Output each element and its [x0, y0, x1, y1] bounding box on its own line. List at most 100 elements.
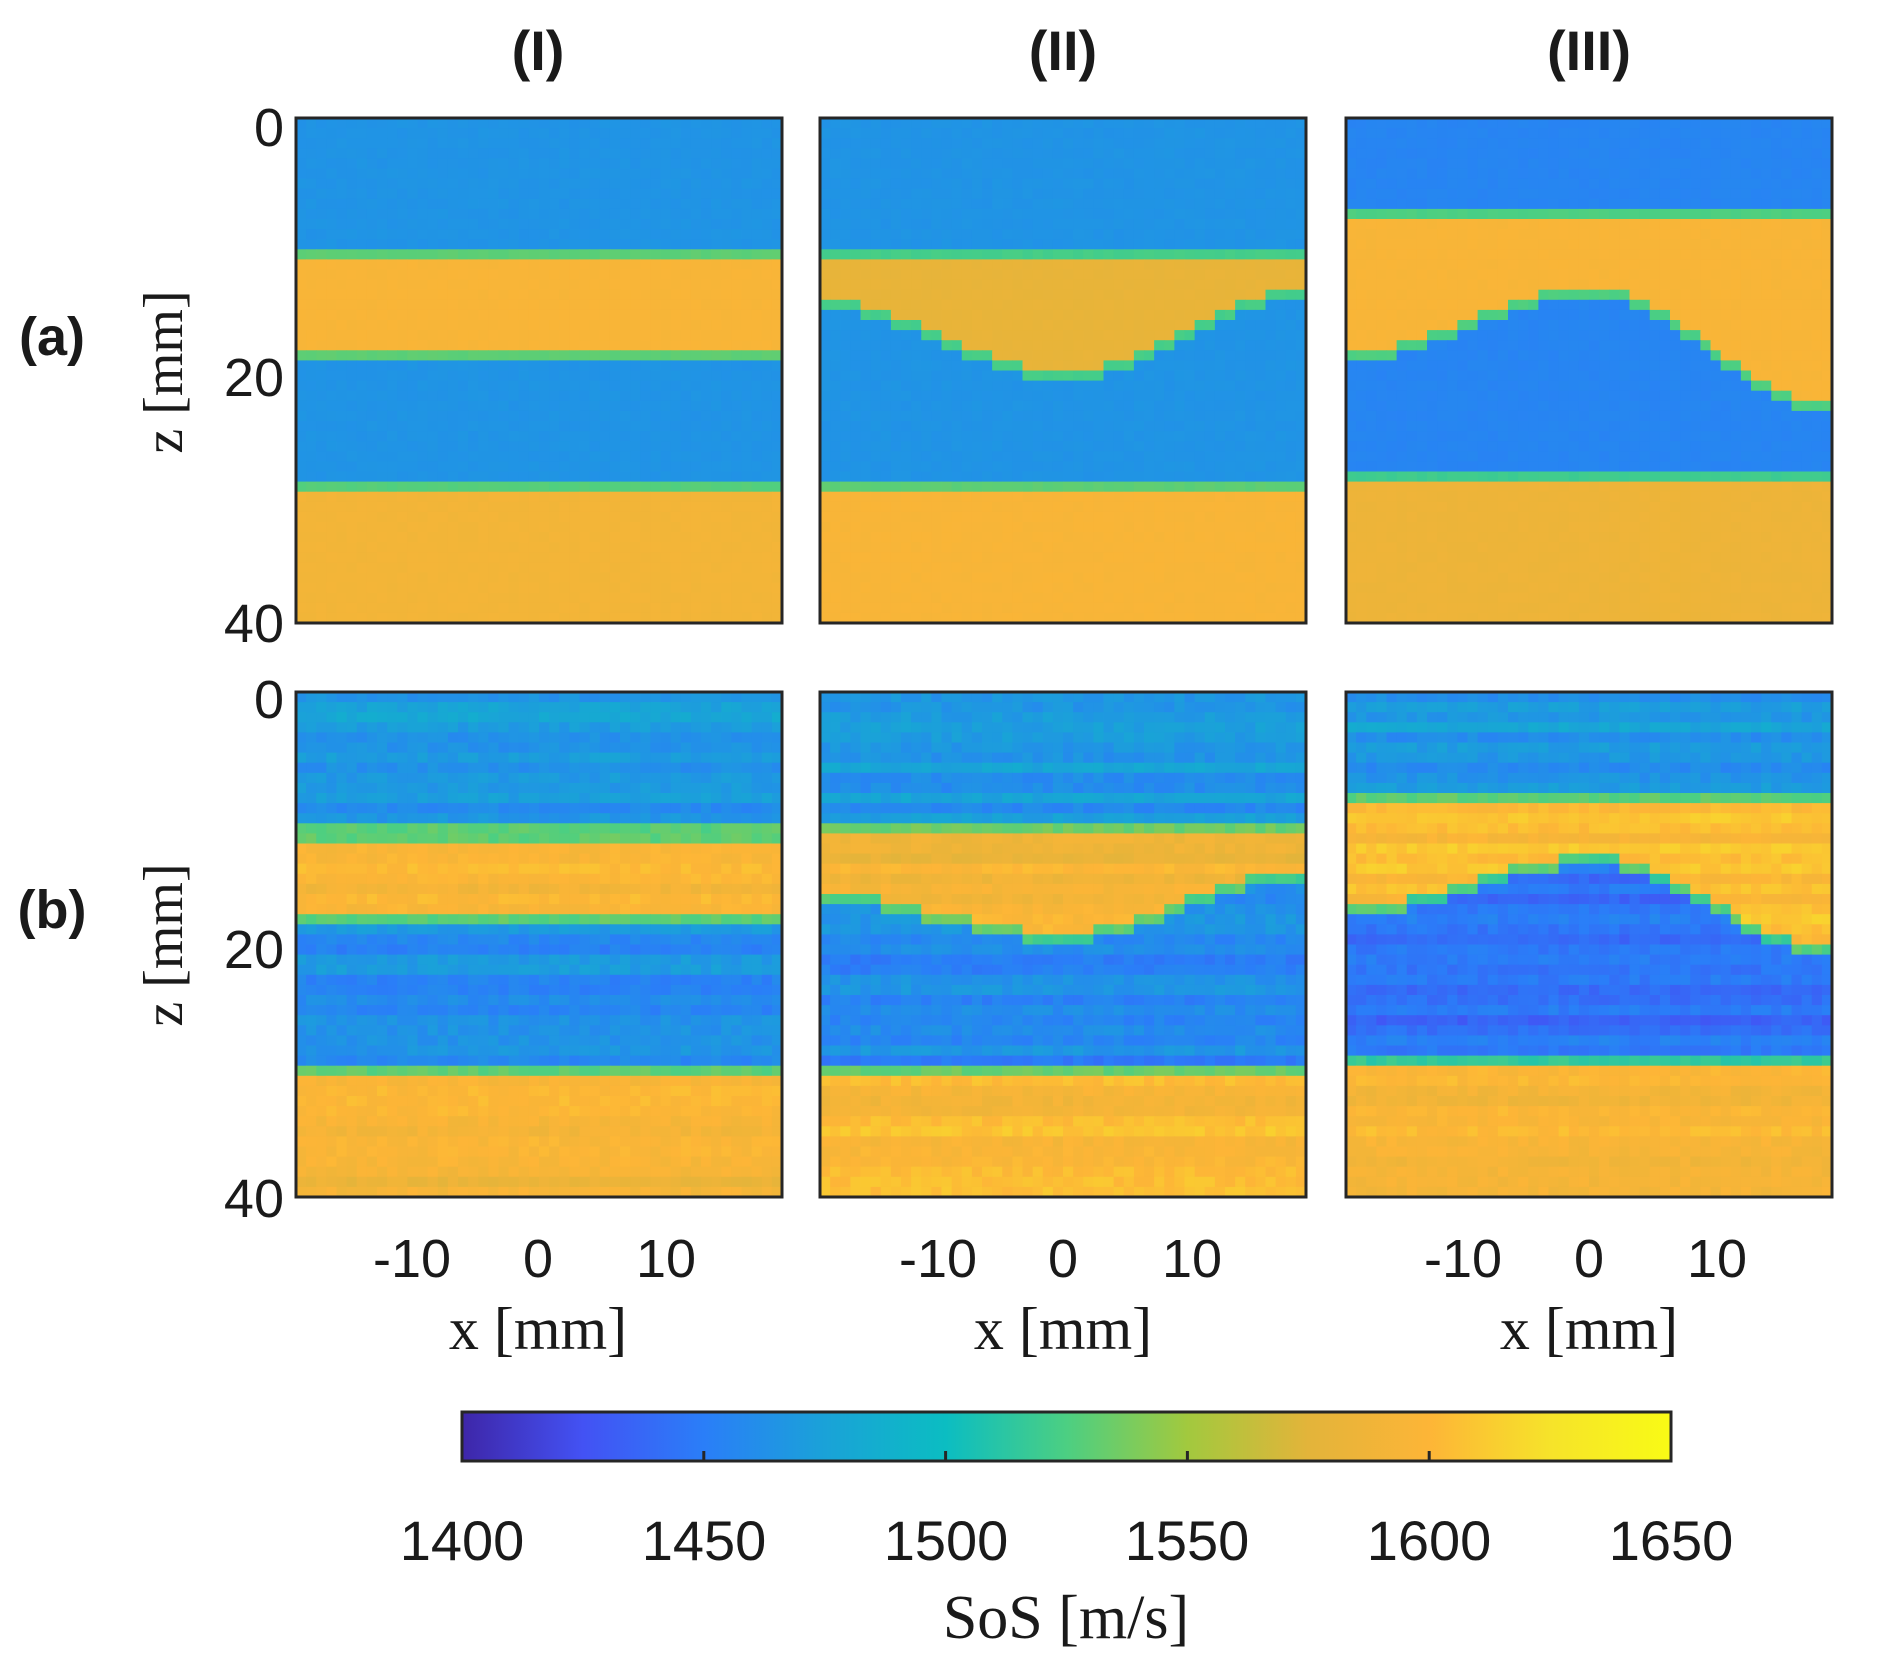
heatmap-cell: [1154, 148, 1165, 159]
heatmap-cell: [1174, 522, 1186, 533]
heatmap-cell: [1002, 441, 1013, 452]
heatmap-cell: [761, 572, 773, 584]
heatmap-cell: [326, 451, 338, 462]
heatmap-cell: [1255, 198, 1267, 210]
heatmap-cell: [1225, 188, 1236, 200]
heatmap-cell: [711, 542, 722, 553]
heatmap-cell: [1103, 138, 1115, 149]
heatmap-cell: [569, 188, 581, 200]
heatmap-cell: [458, 229, 469, 240]
heatmap-cell: [1083, 542, 1094, 553]
heatmap-cell: [1133, 198, 1145, 210]
heatmap-cell: [528, 592, 540, 604]
heatmap-cell: [569, 178, 581, 190]
heatmap-cell: [1447, 128, 1458, 139]
heatmap-cell: [447, 380, 459, 392]
heatmap-cell: [992, 350, 1003, 361]
heatmap-cell: [356, 491, 368, 503]
heatmap-cell: [296, 168, 307, 180]
heatmap-cell: [660, 602, 672, 614]
heatmap-cell: [921, 309, 932, 321]
heatmap-cell: [1073, 461, 1084, 473]
heatmap-cell: [640, 421, 651, 432]
heatmap-cell: [640, 289, 651, 301]
heatmap-cell: [387, 602, 398, 614]
heatmap-cell: [660, 330, 672, 341]
heatmap-cell: [539, 158, 550, 170]
heatmap-cell: [599, 602, 611, 614]
heatmap-cell: [1123, 410, 1135, 422]
heatmap-cell: [488, 400, 500, 412]
heatmap-cell: [447, 178, 459, 190]
heatmap-cell: [680, 259, 692, 271]
heatmap-cell: [620, 289, 631, 301]
heatmap-cell: [1184, 360, 1196, 372]
heatmap-cell: [1093, 370, 1105, 382]
heatmap-cell: [316, 471, 327, 483]
heatmap-cell: [1225, 410, 1236, 422]
heatmap-cell: [660, 320, 672, 331]
heatmap-cell: [1184, 592, 1196, 604]
heatmap-cell: [458, 198, 469, 210]
heatmap-cell: [407, 481, 419, 493]
heatmap-cell: [356, 208, 368, 220]
heatmap-cell: [1103, 309, 1115, 321]
heatmap-cell: [931, 431, 943, 442]
heatmap-cell: [356, 552, 368, 563]
heatmap-cell: [961, 562, 973, 574]
heatmap-cell: [1568, 148, 1580, 159]
heatmap-cell: [589, 491, 601, 503]
heatmap-cell: [951, 279, 963, 291]
heatmap-cell: [951, 208, 963, 220]
heatmap-cell: [620, 552, 631, 563]
heatmap-cell: [1164, 441, 1175, 452]
heatmap-cell: [397, 198, 408, 210]
heatmap-cell: [1123, 400, 1135, 412]
heatmap-cell: [407, 542, 419, 553]
heatmap-cell: [670, 431, 682, 442]
heatmap-cell: [417, 320, 429, 331]
heatmap-cell: [870, 572, 882, 584]
heatmap-cell: [346, 320, 358, 331]
heatmap-cell: [599, 168, 611, 180]
heatmap-cell: [1164, 188, 1175, 200]
heatmap-cell: [850, 582, 862, 594]
heatmap-cell: [1123, 168, 1135, 180]
heatmap-cell: [447, 309, 459, 321]
heatmap-cell: [1225, 118, 1236, 129]
heatmap-cell: [921, 390, 932, 402]
heatmap-cell: [1164, 198, 1175, 210]
heatmap-cell: [306, 350, 317, 361]
heatmap-cell: [721, 380, 732, 392]
heatmap-cell: [941, 320, 953, 331]
heatmap-cell: [1093, 400, 1105, 412]
heatmap-cell: [377, 118, 388, 129]
heatmap-cell: [1093, 451, 1105, 462]
heatmap-cell: [951, 299, 963, 311]
heatmap-cell: [1245, 138, 1256, 149]
heatmap-cell: [377, 198, 388, 210]
heatmap-cell: [840, 582, 851, 594]
heatmap-cell: [961, 602, 973, 614]
heatmap-cell: [1609, 148, 1620, 159]
heatmap-cell: [640, 138, 651, 149]
heatmap-cell: [1002, 431, 1013, 442]
heatmap-cell: [417, 481, 429, 493]
heatmap-cell: [911, 481, 922, 493]
heatmap-cell: [1073, 188, 1084, 200]
heatmap-cell: [711, 592, 722, 604]
heatmap-cell: [951, 390, 963, 402]
heatmap-cell: [1083, 511, 1094, 523]
heatmap-cell: [721, 441, 732, 452]
heatmap-cell: [589, 279, 601, 291]
heatmap-cell: [1164, 602, 1175, 614]
heatmap-cell: [1144, 178, 1155, 190]
heatmap-cell: [680, 522, 692, 533]
heatmap-cell: [1548, 118, 1560, 129]
heatmap-cell: [850, 522, 862, 533]
heatmap-cell: [982, 511, 993, 523]
heatmap-cell: [1154, 289, 1165, 301]
heatmap-cell: [731, 410, 743, 422]
heatmap-cell: [1265, 491, 1277, 503]
heatmap-cell: [741, 461, 753, 473]
